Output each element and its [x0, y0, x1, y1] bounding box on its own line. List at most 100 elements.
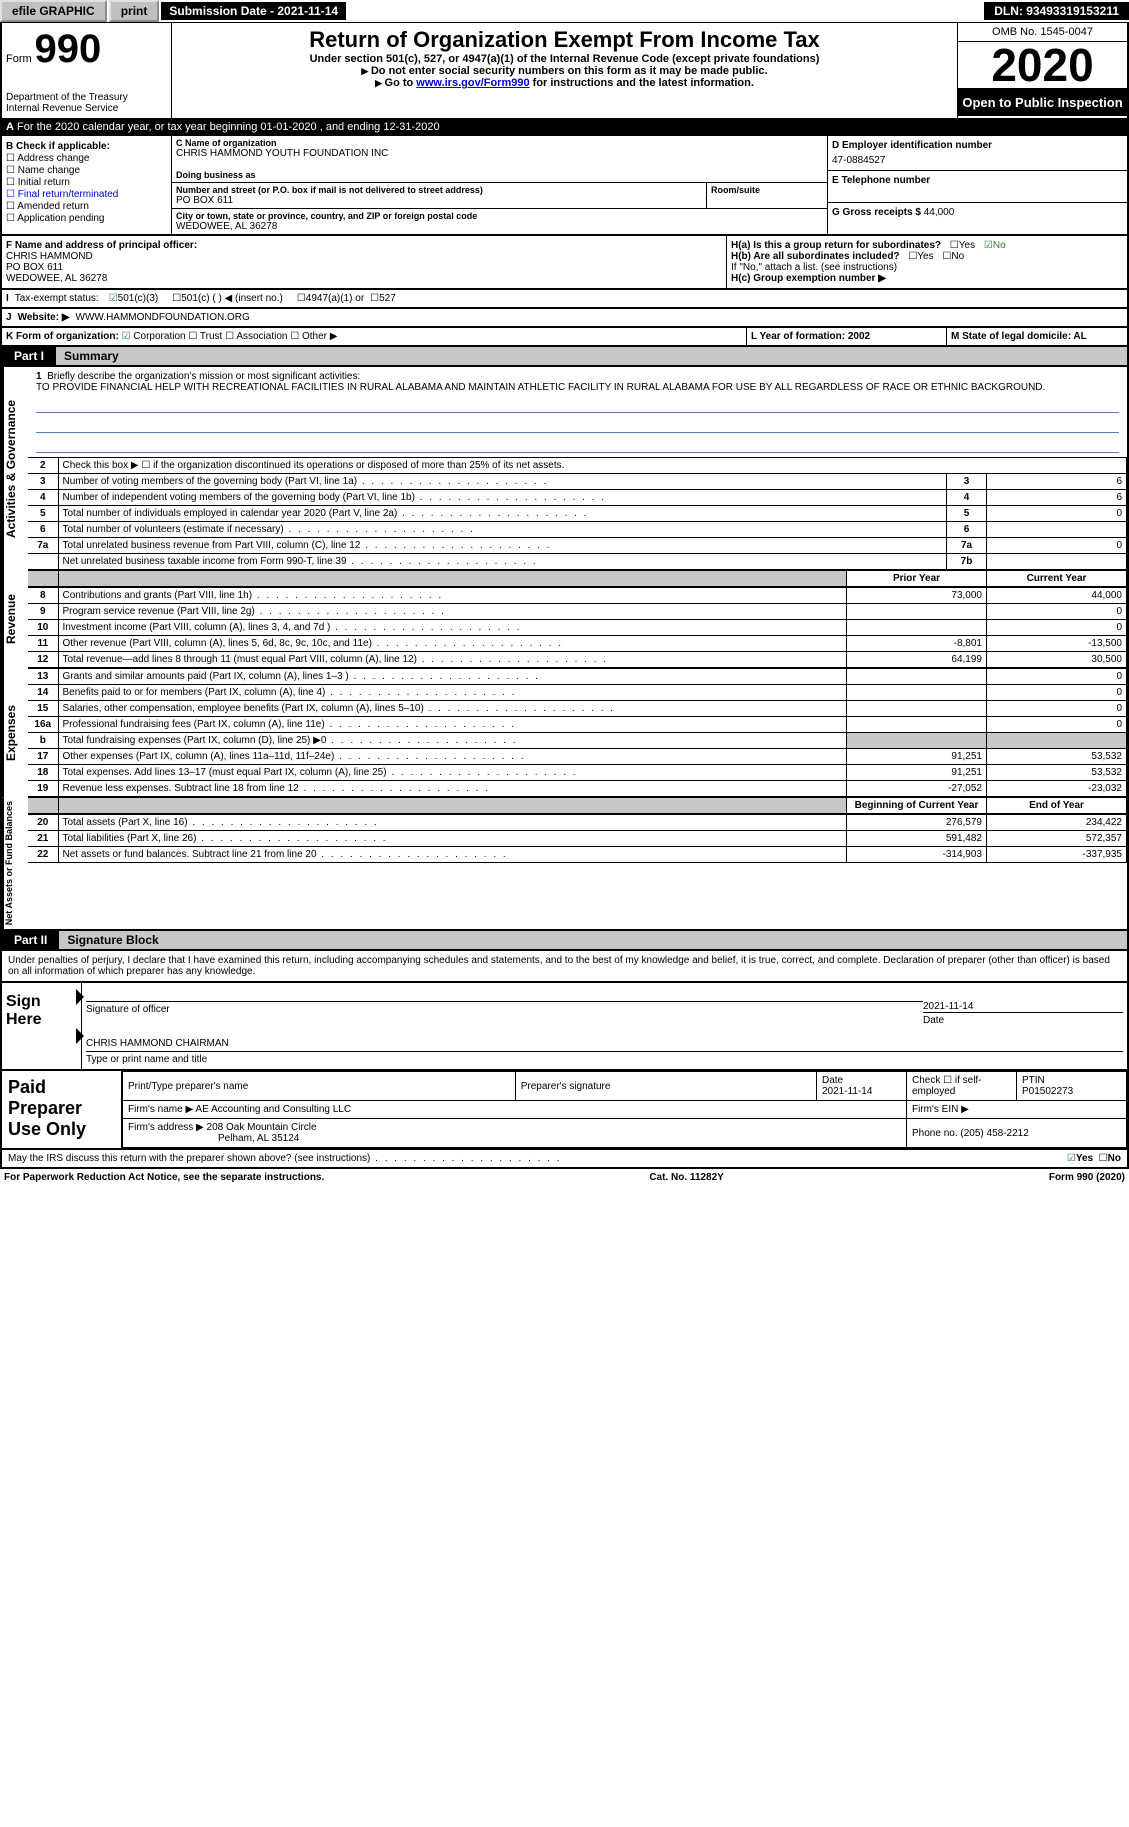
discuss-row: May the IRS discuss this return with the…	[0, 1150, 1129, 1169]
check-application[interactable]: Application pending	[6, 213, 167, 224]
table-row: 12 Total revenue—add lines 8 through 11 …	[28, 652, 1127, 668]
table-row: 19 Revenue less expenses. Subtract line …	[28, 781, 1127, 797]
table-row: 15 Salaries, other compensation, employe…	[28, 701, 1127, 717]
c-name-label: C Name of organization	[176, 138, 823, 148]
subtitle-1: Under section 501(c), 527, or 4947(a)(1)…	[176, 53, 953, 65]
footer-mid: Cat. No. 11282Y	[649, 1172, 723, 1183]
sig-date-value: 2021-11-14	[923, 1001, 1123, 1013]
top-bar: efile GRAPHIC print Submission Date - 20…	[0, 0, 1129, 23]
dba-label: Doing business as	[176, 170, 823, 180]
irs-label: Internal Revenue Service	[6, 103, 167, 114]
m-state: M State of legal domicile: AL	[951, 331, 1087, 342]
footer-left: For Paperwork Reduction Act Notice, see …	[4, 1172, 324, 1183]
d-ein-label: D Employer identification number	[832, 140, 1123, 151]
table-row: 9 Program service revenue (Part VIII, li…	[28, 604, 1127, 620]
preparer-table: Print/Type preparer's name Preparer's si…	[122, 1071, 1127, 1148]
check-b-heading: B Check if applicable:	[6, 141, 167, 152]
mission-prompt: Briefly describe the organization's miss…	[47, 371, 360, 382]
hb-note: If "No," attach a list. (see instruction…	[731, 262, 1123, 273]
city-label: City or town, state or province, country…	[176, 211, 823, 221]
form-title: Return of Organization Exempt From Incom…	[176, 27, 953, 53]
sign-here-label: Sign Here	[2, 983, 82, 1069]
preparer-label: Paid Preparer Use Only	[2, 1071, 122, 1148]
hb-label: H(b) Are all subordinates included?	[731, 251, 900, 262]
period-line: A For the 2020 calendar year, or tax yea…	[0, 120, 1129, 136]
table-row: 2Check this box ▶ ☐ if the organization …	[28, 458, 1127, 474]
check-initial[interactable]: Initial return	[6, 177, 167, 188]
city-value: WEDOWEE, AL 36278	[176, 221, 823, 232]
officer-city: WEDOWEE, AL 36278	[6, 273, 107, 284]
table-row: 13 Grants and similar amounts paid (Part…	[28, 669, 1127, 685]
tax-exempt-row: I Tax-exempt status: ☑ 501(c)(3) ☐ 501(c…	[0, 290, 1129, 309]
table-row: b Total fundraising expenses (Part IX, c…	[28, 733, 1127, 749]
officer-name: CHRIS HAMMOND	[6, 251, 93, 262]
irs-link[interactable]: www.irs.gov/Form990	[416, 77, 529, 89]
signature-arrow-icon	[76, 989, 84, 1005]
ha-label: H(a) Is this a group return for subordin…	[731, 240, 941, 251]
website-url: WWW.HAMMONDFOUNDATION.ORG	[76, 312, 250, 323]
part1-header: Part I Summary	[0, 347, 1129, 367]
page-footer: For Paperwork Reduction Act Notice, see …	[0, 1169, 1129, 1186]
expenses-table: 13 Grants and similar amounts paid (Part…	[28, 668, 1127, 797]
netassets-vlabel: Net Assets or Fund Balances	[2, 797, 28, 929]
table-row: 4Number of independent voting members of…	[28, 490, 1127, 506]
street-label: Number and street (or P.O. box if mail i…	[176, 185, 702, 195]
dept-label: Department of the Treasury	[6, 92, 167, 103]
dln-label: DLN: 93493319153211	[984, 2, 1129, 20]
print-name-label: Type or print name and title	[86, 1054, 1123, 1065]
table-row: 5Total number of individuals employed in…	[28, 506, 1127, 522]
hc-label: H(c) Group exemption number ▶	[731, 273, 886, 284]
identity-block: B Check if applicable: Address change Na…	[0, 136, 1129, 236]
table-row: 20 Total assets (Part X, line 16) 276,57…	[28, 815, 1127, 831]
form-word: Form	[6, 53, 32, 65]
revenue-vlabel: Revenue	[2, 570, 28, 668]
netassets-table: 20 Total assets (Part X, line 16) 276,57…	[28, 814, 1127, 863]
revenue-section: Revenue Prior Year Current Year 8 Contri…	[0, 570, 1129, 668]
governance-section: Activities & Governance 1 Briefly descri…	[0, 367, 1129, 570]
open-inspection: Open to Public Inspection	[958, 89, 1127, 116]
table-row: Net unrelated business taxable income fr…	[28, 554, 1127, 570]
g-gross-value: 44,000	[924, 207, 955, 218]
table-row: 16a Professional fundraising fees (Part …	[28, 717, 1127, 733]
sign-here-block: Sign Here Signature of officer 2021-11-1…	[0, 983, 1129, 1071]
table-row: 6Total number of volunteers (estimate if…	[28, 522, 1127, 538]
table-row: 11 Other revenue (Part VIII, column (A),…	[28, 636, 1127, 652]
efile-button[interactable]: efile GRAPHIC	[0, 0, 107, 22]
website-row: J Website: ▶ WWW.HAMMONDFOUNDATION.ORG	[0, 309, 1129, 328]
footer-right: Form 990 (2020)	[1049, 1172, 1125, 1183]
table-row: 22 Net assets or fund balances. Subtract…	[28, 847, 1127, 863]
governance-table: 2Check this box ▶ ☐ if the organization …	[28, 457, 1127, 570]
klm-row: K Form of organization: ☑ Corporation ☐ …	[0, 328, 1129, 347]
subtitle-3: Go to www.irs.gov/Form990 for instructio…	[176, 77, 953, 89]
table-row: 18 Total expenses. Add lines 13–17 (must…	[28, 765, 1127, 781]
check-address[interactable]: Address change	[6, 153, 167, 164]
check-amended[interactable]: Amended return	[6, 201, 167, 212]
officer-block: F Name and address of principal officer:…	[0, 236, 1129, 290]
check-name[interactable]: Name change	[6, 165, 167, 176]
netassets-header-table: Beginning of Current Year End of Year	[28, 797, 1127, 814]
table-row: 17 Other expenses (Part IX, column (A), …	[28, 749, 1127, 765]
table-row: 10 Investment income (Part VIII, column …	[28, 620, 1127, 636]
officer-printed-name: CHRIS HAMMOND CHAIRMAN	[86, 1038, 229, 1049]
org-name: CHRIS HAMMOND YOUTH FOUNDATION INC	[176, 148, 823, 159]
revenue-header-table: Prior Year Current Year	[28, 570, 1127, 587]
sig-date-label: Date	[923, 1015, 1123, 1026]
print-button[interactable]: print	[109, 0, 160, 22]
governance-vlabel: Activities & Governance	[2, 367, 28, 570]
declaration-text: Under penalties of perjury, I declare th…	[0, 951, 1129, 983]
netassets-section: Net Assets or Fund Balances Beginning of…	[0, 797, 1129, 931]
preparer-block: Paid Preparer Use Only Print/Type prepar…	[0, 1071, 1129, 1150]
part2-header: Part II Signature Block	[0, 931, 1129, 951]
ein-value: 47-0884527	[832, 155, 1123, 166]
form-number: 990	[34, 27, 101, 72]
l-year: L Year of formation: 2002	[751, 331, 870, 342]
f-officer-label: F Name and address of principal officer:	[6, 240, 197, 251]
mission-text: TO PROVIDE FINANCIAL HELP WITH RECREATIO…	[36, 382, 1045, 393]
form-header: Form 990 Department of the Treasury Inte…	[0, 23, 1129, 120]
check-final[interactable]: Final return/terminated	[6, 189, 167, 200]
officer-street: PO BOX 611	[6, 262, 63, 273]
expenses-vlabel: Expenses	[2, 668, 28, 797]
table-row: 14 Benefits paid to or for members (Part…	[28, 685, 1127, 701]
street-value: PO BOX 611	[176, 195, 702, 206]
table-row: 21 Total liabilities (Part X, line 26) 5…	[28, 831, 1127, 847]
